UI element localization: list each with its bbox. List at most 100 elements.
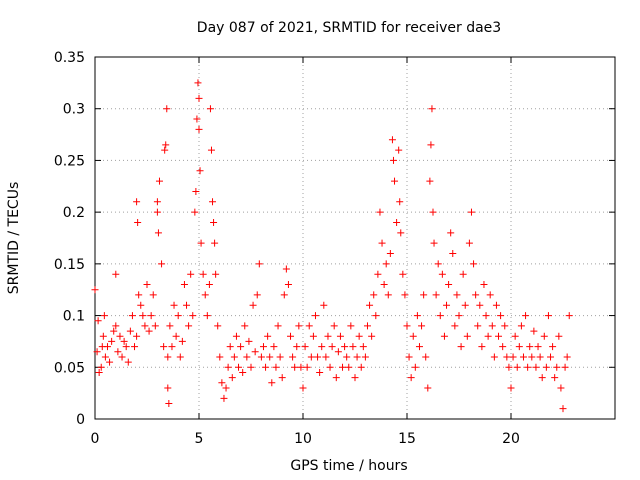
data-point — [232, 332, 240, 340]
data-point — [147, 312, 155, 320]
data-point — [519, 353, 527, 361]
data-point — [563, 353, 571, 361]
y-tick-label: 0.05 — [54, 360, 85, 376]
y-tick-label: 0.1 — [63, 309, 85, 325]
data-point — [139, 312, 147, 320]
data-point — [470, 260, 478, 268]
data-point — [347, 322, 355, 330]
data-point — [474, 322, 482, 330]
data-point — [429, 208, 437, 216]
data-point — [108, 337, 116, 345]
data-point — [345, 363, 353, 371]
data-point — [222, 384, 230, 392]
data-point — [268, 379, 276, 387]
data-point — [455, 312, 463, 320]
data-point — [430, 239, 438, 247]
y-tick-label: 0.3 — [63, 102, 85, 118]
data-point — [270, 343, 278, 351]
data-point — [262, 363, 270, 371]
data-point — [409, 332, 417, 340]
data-point — [336, 332, 344, 340]
data-point — [378, 239, 386, 247]
data-point — [507, 384, 515, 392]
data-point — [397, 229, 405, 237]
data-point — [224, 363, 232, 371]
data-point — [513, 363, 521, 371]
data-point — [536, 353, 544, 361]
data-point — [174, 312, 182, 320]
plot-frame — [94, 56, 616, 420]
data-point — [209, 198, 217, 206]
data-point — [559, 405, 567, 413]
data-point — [511, 332, 519, 340]
data-point — [228, 374, 236, 382]
data-point — [532, 363, 540, 371]
data-point — [291, 363, 299, 371]
data-point — [218, 379, 226, 387]
data-point — [278, 374, 286, 382]
data-point — [274, 322, 282, 330]
data-point — [133, 332, 141, 340]
data-point — [207, 146, 215, 154]
data-point — [499, 343, 507, 351]
data-point — [192, 187, 200, 195]
data-point — [467, 208, 475, 216]
data-point — [343, 353, 351, 361]
data-point — [112, 322, 120, 330]
data-point — [259, 343, 267, 351]
data-point — [287, 332, 295, 340]
data-point — [289, 353, 297, 361]
data-point — [176, 353, 184, 361]
data-point — [357, 363, 365, 371]
data-point — [143, 281, 151, 289]
data-point — [205, 281, 213, 289]
data-point — [544, 312, 552, 320]
data-point — [151, 322, 159, 330]
data-point — [484, 332, 492, 340]
data-point — [301, 343, 309, 351]
data-point — [172, 332, 180, 340]
data-point — [120, 337, 128, 345]
data-point — [534, 343, 542, 351]
data-point — [253, 291, 261, 299]
data-point — [355, 332, 363, 340]
data-point — [168, 343, 176, 351]
data-point — [114, 348, 122, 356]
data-point — [361, 353, 369, 361]
data-point — [322, 353, 330, 361]
x-tick-label: 10 — [294, 431, 312, 447]
data-point — [212, 270, 220, 278]
data-point — [505, 363, 513, 371]
data-point — [393, 218, 401, 226]
data-point — [180, 281, 188, 289]
chart-title: Day 087 of 2021, SRMTID for receiver dae… — [197, 20, 501, 36]
data-point — [526, 343, 534, 351]
data-point — [297, 363, 305, 371]
data-point — [95, 368, 103, 376]
y-tick-label: 0.35 — [54, 50, 85, 66]
data-point — [372, 312, 380, 320]
data-point — [488, 322, 496, 330]
data-point — [210, 218, 218, 226]
data-point — [486, 291, 494, 299]
data-point — [211, 239, 219, 247]
data-point — [189, 312, 197, 320]
data-point — [303, 363, 311, 371]
data-point — [241, 322, 249, 330]
y-tick-label: 0.2 — [63, 205, 85, 221]
data-point — [366, 301, 374, 309]
data-point — [332, 374, 340, 382]
data-point — [185, 322, 193, 330]
data-point — [349, 343, 357, 351]
data-point — [459, 270, 467, 278]
data-point — [476, 301, 484, 309]
data-point — [413, 312, 421, 320]
y-tick-label: 0.25 — [54, 153, 85, 169]
data-point — [166, 322, 174, 330]
data-point — [199, 270, 207, 278]
data-point — [463, 332, 471, 340]
data-point — [299, 384, 307, 392]
data-point — [426, 177, 434, 185]
data-point — [243, 353, 251, 361]
data-point — [542, 363, 550, 371]
